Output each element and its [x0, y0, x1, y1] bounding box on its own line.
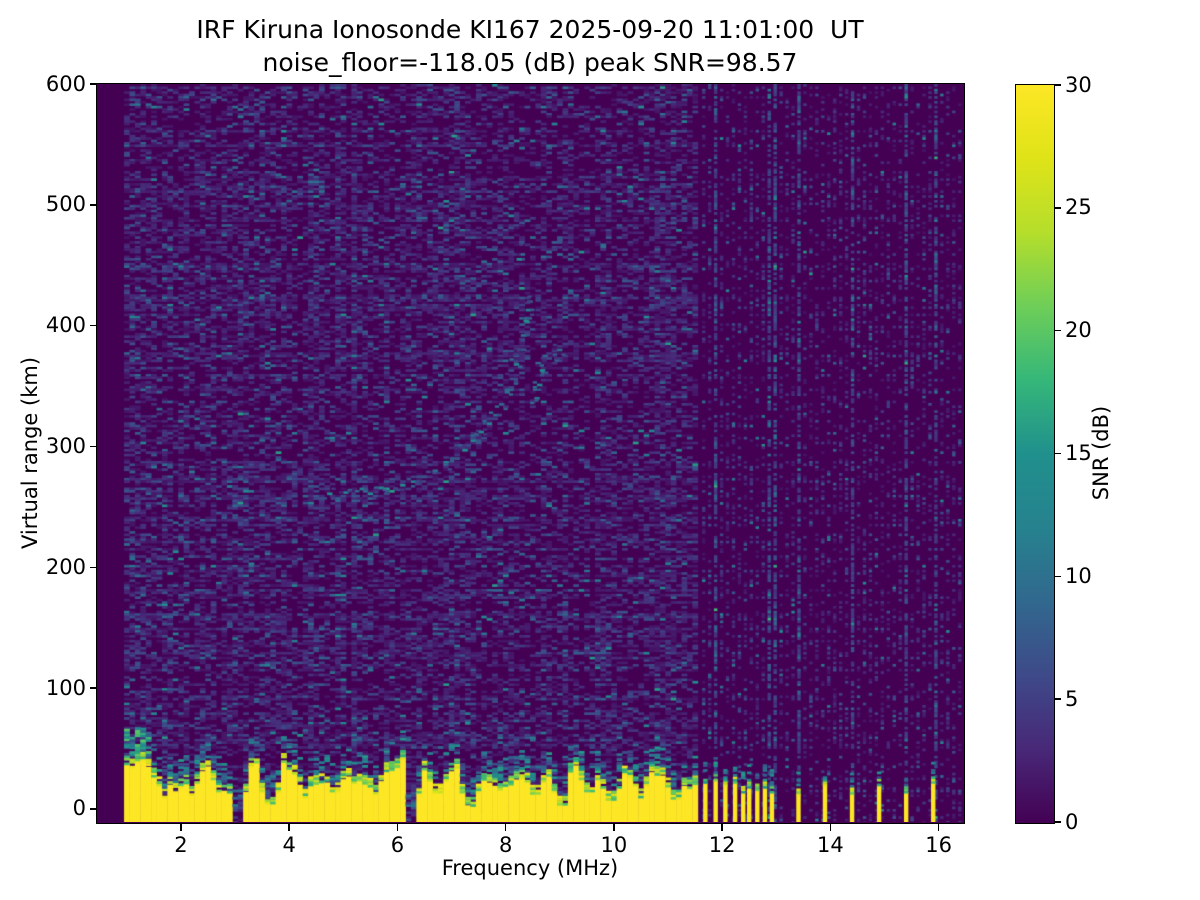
x-tick-label: 14 — [817, 833, 844, 857]
y-tick-mark — [89, 324, 97, 327]
colorbar-tick-label: 20 — [1065, 318, 1092, 343]
y-tick-mark — [89, 687, 97, 689]
x-tick-label: 2 — [174, 833, 188, 857]
colorbar-tick-mark — [1054, 329, 1061, 332]
x-tick-mark — [504, 823, 507, 831]
y-tick-mark — [89, 445, 97, 448]
y-tick-label: 0 — [72, 796, 86, 821]
x-tick-mark — [937, 823, 940, 831]
x-tick-mark — [721, 823, 723, 831]
colorbar-tick-label: 15 — [1065, 441, 1092, 465]
y-tick-label: 300 — [45, 433, 86, 458]
colorbar-tick-mark — [1054, 84, 1061, 86]
x-tick-mark — [180, 823, 182, 831]
x-axis-label: Frequency (MHz) — [441, 856, 619, 880]
ionogram-heatmap — [97, 84, 963, 822]
colorbar-tick-mark — [1054, 452, 1061, 455]
plot-title-line1: IRF Kiruna Ionosonde KI167 2025-09-20 11… — [196, 15, 864, 44]
y-tick-label: 200 — [45, 554, 86, 579]
colorbar-tick-label: 30 — [1065, 72, 1092, 97]
y-tick-mark — [89, 83, 97, 85]
colorbar-tick-mark — [1054, 821, 1061, 823]
colorbar-tick-label: 5 — [1065, 686, 1079, 711]
colorbar-tick-mark — [1054, 698, 1061, 700]
x-tick-label: 8 — [498, 833, 513, 857]
y-tick-mark — [89, 566, 97, 569]
colorbar-tick-mark — [1054, 207, 1061, 209]
y-tick-mark — [89, 808, 97, 810]
y-axis-label: Virtual range (km) — [18, 356, 42, 550]
x-tick-mark — [829, 823, 832, 831]
x-tick-mark — [613, 823, 615, 831]
x-tick-label: 12 — [708, 833, 736, 857]
y-tick-label: 400 — [45, 313, 86, 338]
colorbar — [1014, 83, 1055, 824]
y-tick-label: 500 — [45, 192, 86, 217]
x-tick-mark — [288, 823, 290, 831]
x-tick-label: 6 — [390, 833, 405, 857]
y-tick-mark — [89, 204, 97, 206]
y-tick-label: 100 — [45, 675, 86, 700]
colorbar-tick-label: 0 — [1065, 809, 1079, 834]
plot-title-line2: noise_floor=-118.05 (dB) peak SNR=98.57 — [262, 48, 798, 77]
x-tick-label: 16 — [925, 833, 952, 857]
colorbar-gradient — [1015, 84, 1054, 823]
y-tick-label: 600 — [45, 71, 86, 96]
x-tick-label: 4 — [282, 833, 296, 857]
colorbar-tick-mark — [1054, 575, 1061, 578]
x-tick-label: 10 — [600, 833, 628, 857]
colorbar-tick-label: 10 — [1065, 563, 1092, 588]
colorbar-tick-label: 25 — [1065, 195, 1092, 220]
x-tick-mark — [396, 823, 399, 831]
colorbar-label: SNR (dB) — [1089, 405, 1113, 501]
